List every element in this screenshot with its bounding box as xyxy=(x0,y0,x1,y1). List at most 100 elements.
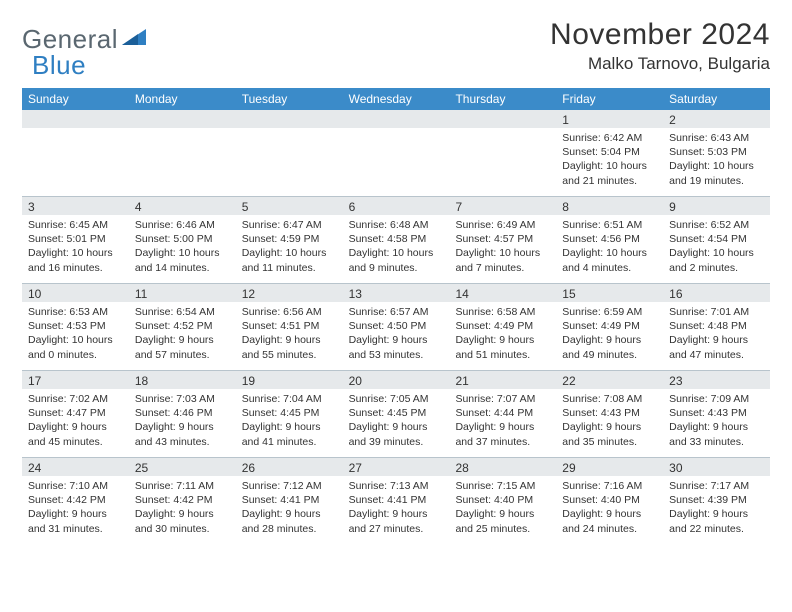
sunrise-text: Sunrise: 7:03 AM xyxy=(135,392,230,406)
day-details: Sunrise: 6:45 AMSunset: 5:01 PMDaylight:… xyxy=(22,215,129,279)
day-details: Sunrise: 7:02 AMSunset: 4:47 PMDaylight:… xyxy=(22,389,129,453)
daylight-text: Daylight: 9 hours and 30 minutes. xyxy=(135,507,230,535)
sunrise-text: Sunrise: 6:54 AM xyxy=(135,305,230,319)
day-number: 2 xyxy=(663,110,770,128)
sunset-text: Sunset: 5:00 PM xyxy=(135,232,230,246)
day-cell xyxy=(449,110,556,196)
day-cell: 5Sunrise: 6:47 AMSunset: 4:59 PMDaylight… xyxy=(236,197,343,283)
logo-blue-line: Blue xyxy=(32,50,86,81)
daylight-text: Daylight: 9 hours and 49 minutes. xyxy=(562,333,657,361)
day-number: 30 xyxy=(663,458,770,476)
day-cell: 30Sunrise: 7:17 AMSunset: 4:39 PMDayligh… xyxy=(663,458,770,544)
daylight-text: Daylight: 10 hours and 7 minutes. xyxy=(455,246,550,274)
day-number: 5 xyxy=(236,197,343,215)
sunset-text: Sunset: 4:41 PM xyxy=(349,493,444,507)
day-details: Sunrise: 7:13 AMSunset: 4:41 PMDaylight:… xyxy=(343,476,450,540)
sunset-text: Sunset: 4:52 PM xyxy=(135,319,230,333)
header: General November 2024 Malko Tarnovo, Bul… xyxy=(22,18,770,74)
week-row: 24Sunrise: 7:10 AMSunset: 4:42 PMDayligh… xyxy=(22,458,770,544)
day-number: 17 xyxy=(22,371,129,389)
sunset-text: Sunset: 5:01 PM xyxy=(28,232,123,246)
calendar-grid: Sunday Monday Tuesday Wednesday Thursday… xyxy=(22,88,770,544)
sunset-text: Sunset: 4:45 PM xyxy=(242,406,337,420)
day-number: 20 xyxy=(343,371,450,389)
sunrise-text: Sunrise: 6:56 AM xyxy=(242,305,337,319)
day-cell: 10Sunrise: 6:53 AMSunset: 4:53 PMDayligh… xyxy=(22,284,129,370)
day-cell xyxy=(343,110,450,196)
sunrise-text: Sunrise: 6:49 AM xyxy=(455,218,550,232)
day-details: Sunrise: 6:58 AMSunset: 4:49 PMDaylight:… xyxy=(449,302,556,366)
day-cell: 4Sunrise: 6:46 AMSunset: 5:00 PMDaylight… xyxy=(129,197,236,283)
day-details: Sunrise: 7:17 AMSunset: 4:39 PMDaylight:… xyxy=(663,476,770,540)
sunrise-text: Sunrise: 6:46 AM xyxy=(135,218,230,232)
weekday-header: Friday xyxy=(556,88,663,110)
day-number: 6 xyxy=(343,197,450,215)
sunrise-text: Sunrise: 7:07 AM xyxy=(455,392,550,406)
sunset-text: Sunset: 4:49 PM xyxy=(455,319,550,333)
daylight-text: Daylight: 9 hours and 33 minutes. xyxy=(669,420,764,448)
week-row: 3Sunrise: 6:45 AMSunset: 5:01 PMDaylight… xyxy=(22,197,770,284)
day-number: 13 xyxy=(343,284,450,302)
sunset-text: Sunset: 4:47 PM xyxy=(28,406,123,420)
sunrise-text: Sunrise: 7:02 AM xyxy=(28,392,123,406)
sunset-text: Sunset: 4:42 PM xyxy=(28,493,123,507)
day-details: Sunrise: 6:49 AMSunset: 4:57 PMDaylight:… xyxy=(449,215,556,279)
calendar-page: General November 2024 Malko Tarnovo, Bul… xyxy=(0,0,792,612)
day-number: 16 xyxy=(663,284,770,302)
sunrise-text: Sunrise: 7:13 AM xyxy=(349,479,444,493)
day-number: 7 xyxy=(449,197,556,215)
day-number: 11 xyxy=(129,284,236,302)
daylight-text: Daylight: 9 hours and 57 minutes. xyxy=(135,333,230,361)
day-number: 28 xyxy=(449,458,556,476)
day-number: 18 xyxy=(129,371,236,389)
day-details: Sunrise: 6:51 AMSunset: 4:56 PMDaylight:… xyxy=(556,215,663,279)
day-details: Sunrise: 7:08 AMSunset: 4:43 PMDaylight:… xyxy=(556,389,663,453)
daylight-text: Daylight: 9 hours and 43 minutes. xyxy=(135,420,230,448)
sunset-text: Sunset: 4:54 PM xyxy=(669,232,764,246)
day-number: 10 xyxy=(22,284,129,302)
location: Malko Tarnovo, Bulgaria xyxy=(550,54,770,74)
title-block: November 2024 Malko Tarnovo, Bulgaria xyxy=(550,18,770,74)
weekday-header: Monday xyxy=(129,88,236,110)
day-number: 25 xyxy=(129,458,236,476)
sunset-text: Sunset: 4:56 PM xyxy=(562,232,657,246)
sunset-text: Sunset: 4:58 PM xyxy=(349,232,444,246)
week-row: 1Sunrise: 6:42 AMSunset: 5:04 PMDaylight… xyxy=(22,110,770,197)
day-number: 19 xyxy=(236,371,343,389)
sunrise-text: Sunrise: 7:09 AM xyxy=(669,392,764,406)
day-details: Sunrise: 6:52 AMSunset: 4:54 PMDaylight:… xyxy=(663,215,770,279)
sunset-text: Sunset: 4:45 PM xyxy=(349,406,444,420)
day-cell: 17Sunrise: 7:02 AMSunset: 4:47 PMDayligh… xyxy=(22,371,129,457)
day-details: Sunrise: 7:15 AMSunset: 4:40 PMDaylight:… xyxy=(449,476,556,540)
daylight-text: Daylight: 9 hours and 35 minutes. xyxy=(562,420,657,448)
day-number: 22 xyxy=(556,371,663,389)
sunset-text: Sunset: 4:43 PM xyxy=(562,406,657,420)
sunrise-text: Sunrise: 6:53 AM xyxy=(28,305,123,319)
sunrise-text: Sunrise: 7:17 AM xyxy=(669,479,764,493)
daylight-text: Daylight: 10 hours and 4 minutes. xyxy=(562,246,657,274)
day-cell: 19Sunrise: 7:04 AMSunset: 4:45 PMDayligh… xyxy=(236,371,343,457)
day-cell: 22Sunrise: 7:08 AMSunset: 4:43 PMDayligh… xyxy=(556,371,663,457)
day-number: 29 xyxy=(556,458,663,476)
sunset-text: Sunset: 4:50 PM xyxy=(349,319,444,333)
day-number: 23 xyxy=(663,371,770,389)
day-number xyxy=(236,110,343,128)
sunset-text: Sunset: 4:53 PM xyxy=(28,319,123,333)
weekday-header: Tuesday xyxy=(236,88,343,110)
day-number: 12 xyxy=(236,284,343,302)
day-details: Sunrise: 7:07 AMSunset: 4:44 PMDaylight:… xyxy=(449,389,556,453)
day-cell: 25Sunrise: 7:11 AMSunset: 4:42 PMDayligh… xyxy=(129,458,236,544)
daylight-text: Daylight: 9 hours and 31 minutes. xyxy=(28,507,123,535)
day-cell: 1Sunrise: 6:42 AMSunset: 5:04 PMDaylight… xyxy=(556,110,663,196)
day-number: 21 xyxy=(449,371,556,389)
daylight-text: Daylight: 9 hours and 25 minutes. xyxy=(455,507,550,535)
sunrise-text: Sunrise: 7:01 AM xyxy=(669,305,764,319)
sunrise-text: Sunrise: 7:12 AM xyxy=(242,479,337,493)
daylight-text: Daylight: 10 hours and 21 minutes. xyxy=(562,159,657,187)
sunrise-text: Sunrise: 7:11 AM xyxy=(135,479,230,493)
day-cell xyxy=(129,110,236,196)
day-cell: 23Sunrise: 7:09 AMSunset: 4:43 PMDayligh… xyxy=(663,371,770,457)
sunset-text: Sunset: 4:46 PM xyxy=(135,406,230,420)
sunrise-text: Sunrise: 6:45 AM xyxy=(28,218,123,232)
daylight-text: Daylight: 9 hours and 45 minutes. xyxy=(28,420,123,448)
